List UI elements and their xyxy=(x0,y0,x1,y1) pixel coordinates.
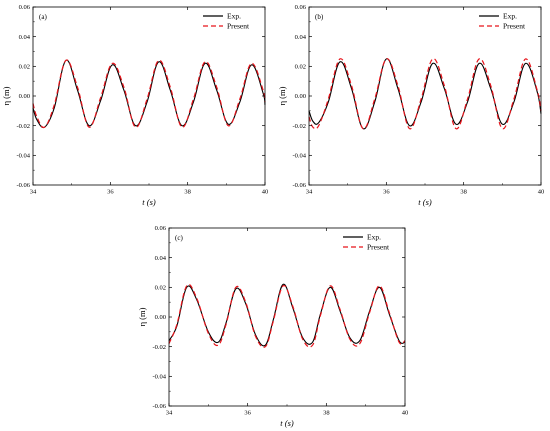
y-tick-label: 0.04 xyxy=(295,34,307,41)
series-line-present xyxy=(32,59,266,129)
x-tick-label: 38 xyxy=(323,410,330,417)
y-tick-label: 0.06 xyxy=(295,4,307,11)
y-axis-label: η (m) xyxy=(137,307,147,326)
legend-label: Exp. xyxy=(503,12,517,21)
legend-label: Exp. xyxy=(227,12,241,21)
series-line-present xyxy=(168,283,406,348)
y-tick-label: -0.02 xyxy=(152,344,166,351)
legend-label: Exp. xyxy=(367,233,381,242)
y-tick-label: 0.06 xyxy=(155,225,167,232)
x-tick-label: 34 xyxy=(166,410,173,417)
legend-label: Present xyxy=(367,243,390,252)
y-tick-label: -0.02 xyxy=(292,123,306,130)
y-tick-label: -0.04 xyxy=(152,374,166,381)
y-tick-label: -0.04 xyxy=(292,153,306,160)
y-tick-label: 0.00 xyxy=(295,93,306,100)
y-tick-label: -0.06 xyxy=(152,403,166,410)
x-tick-label: 36 xyxy=(383,189,390,196)
y-tick-label: 0.02 xyxy=(155,285,166,292)
y-tick-label: 0.04 xyxy=(155,255,167,262)
y-tick-label: 0.02 xyxy=(19,64,30,71)
y-tick-label: 0.00 xyxy=(155,314,166,321)
chart-panel-b: -0.06 -0.04 -0.02 0.00 0.02 0.04 0.06 34 36 38 40 t… xyxy=(277,4,544,207)
y-tick-label: -0.04 xyxy=(16,153,30,160)
panel-label: (a) xyxy=(39,13,47,21)
series-line-exp xyxy=(308,58,542,130)
y-axis-label: η (m) xyxy=(1,86,11,105)
y-tick-label: 0.04 xyxy=(19,34,31,41)
x-tick-label: 40 xyxy=(262,189,269,196)
chart-panel-a: -0.06 -0.04 -0.02 0.00 0.02 0.04 0.06 34 36 38 40 t… xyxy=(1,4,268,207)
panel-label: (c) xyxy=(175,234,183,242)
y-axis-label: η (m) xyxy=(277,86,287,105)
y-tick-label: 0.02 xyxy=(295,64,306,71)
y-tick-label: -0.06 xyxy=(292,182,306,189)
x-axis-label: t (s) xyxy=(280,418,294,428)
x-tick-label: 40 xyxy=(538,189,545,196)
x-tick-label: 38 xyxy=(460,189,467,196)
chart-panel-c: -0.06 -0.04 -0.02 0.00 0.02 0.04 0.06 34 36 38 40 t… xyxy=(137,225,408,428)
x-tick-label: 34 xyxy=(30,189,37,196)
x-tick-label: 38 xyxy=(184,189,191,196)
x-tick-label: 40 xyxy=(402,410,409,417)
x-tick-label: 34 xyxy=(306,189,313,196)
legend-label: Present xyxy=(503,22,526,31)
y-tick-label: 0.00 xyxy=(19,93,30,100)
x-axis-label: t (s) xyxy=(142,197,156,207)
y-tick-label: -0.06 xyxy=(16,182,30,189)
x-tick-label: 36 xyxy=(244,410,251,417)
x-axis-label: t (s) xyxy=(418,197,432,207)
x-tick-label: 36 xyxy=(107,189,114,196)
series-line-present xyxy=(308,58,542,130)
panel-label: (b) xyxy=(315,13,324,21)
legend-label: Present xyxy=(227,22,250,31)
y-tick-label: 0.06 xyxy=(19,4,31,11)
y-tick-label: -0.02 xyxy=(16,123,30,130)
